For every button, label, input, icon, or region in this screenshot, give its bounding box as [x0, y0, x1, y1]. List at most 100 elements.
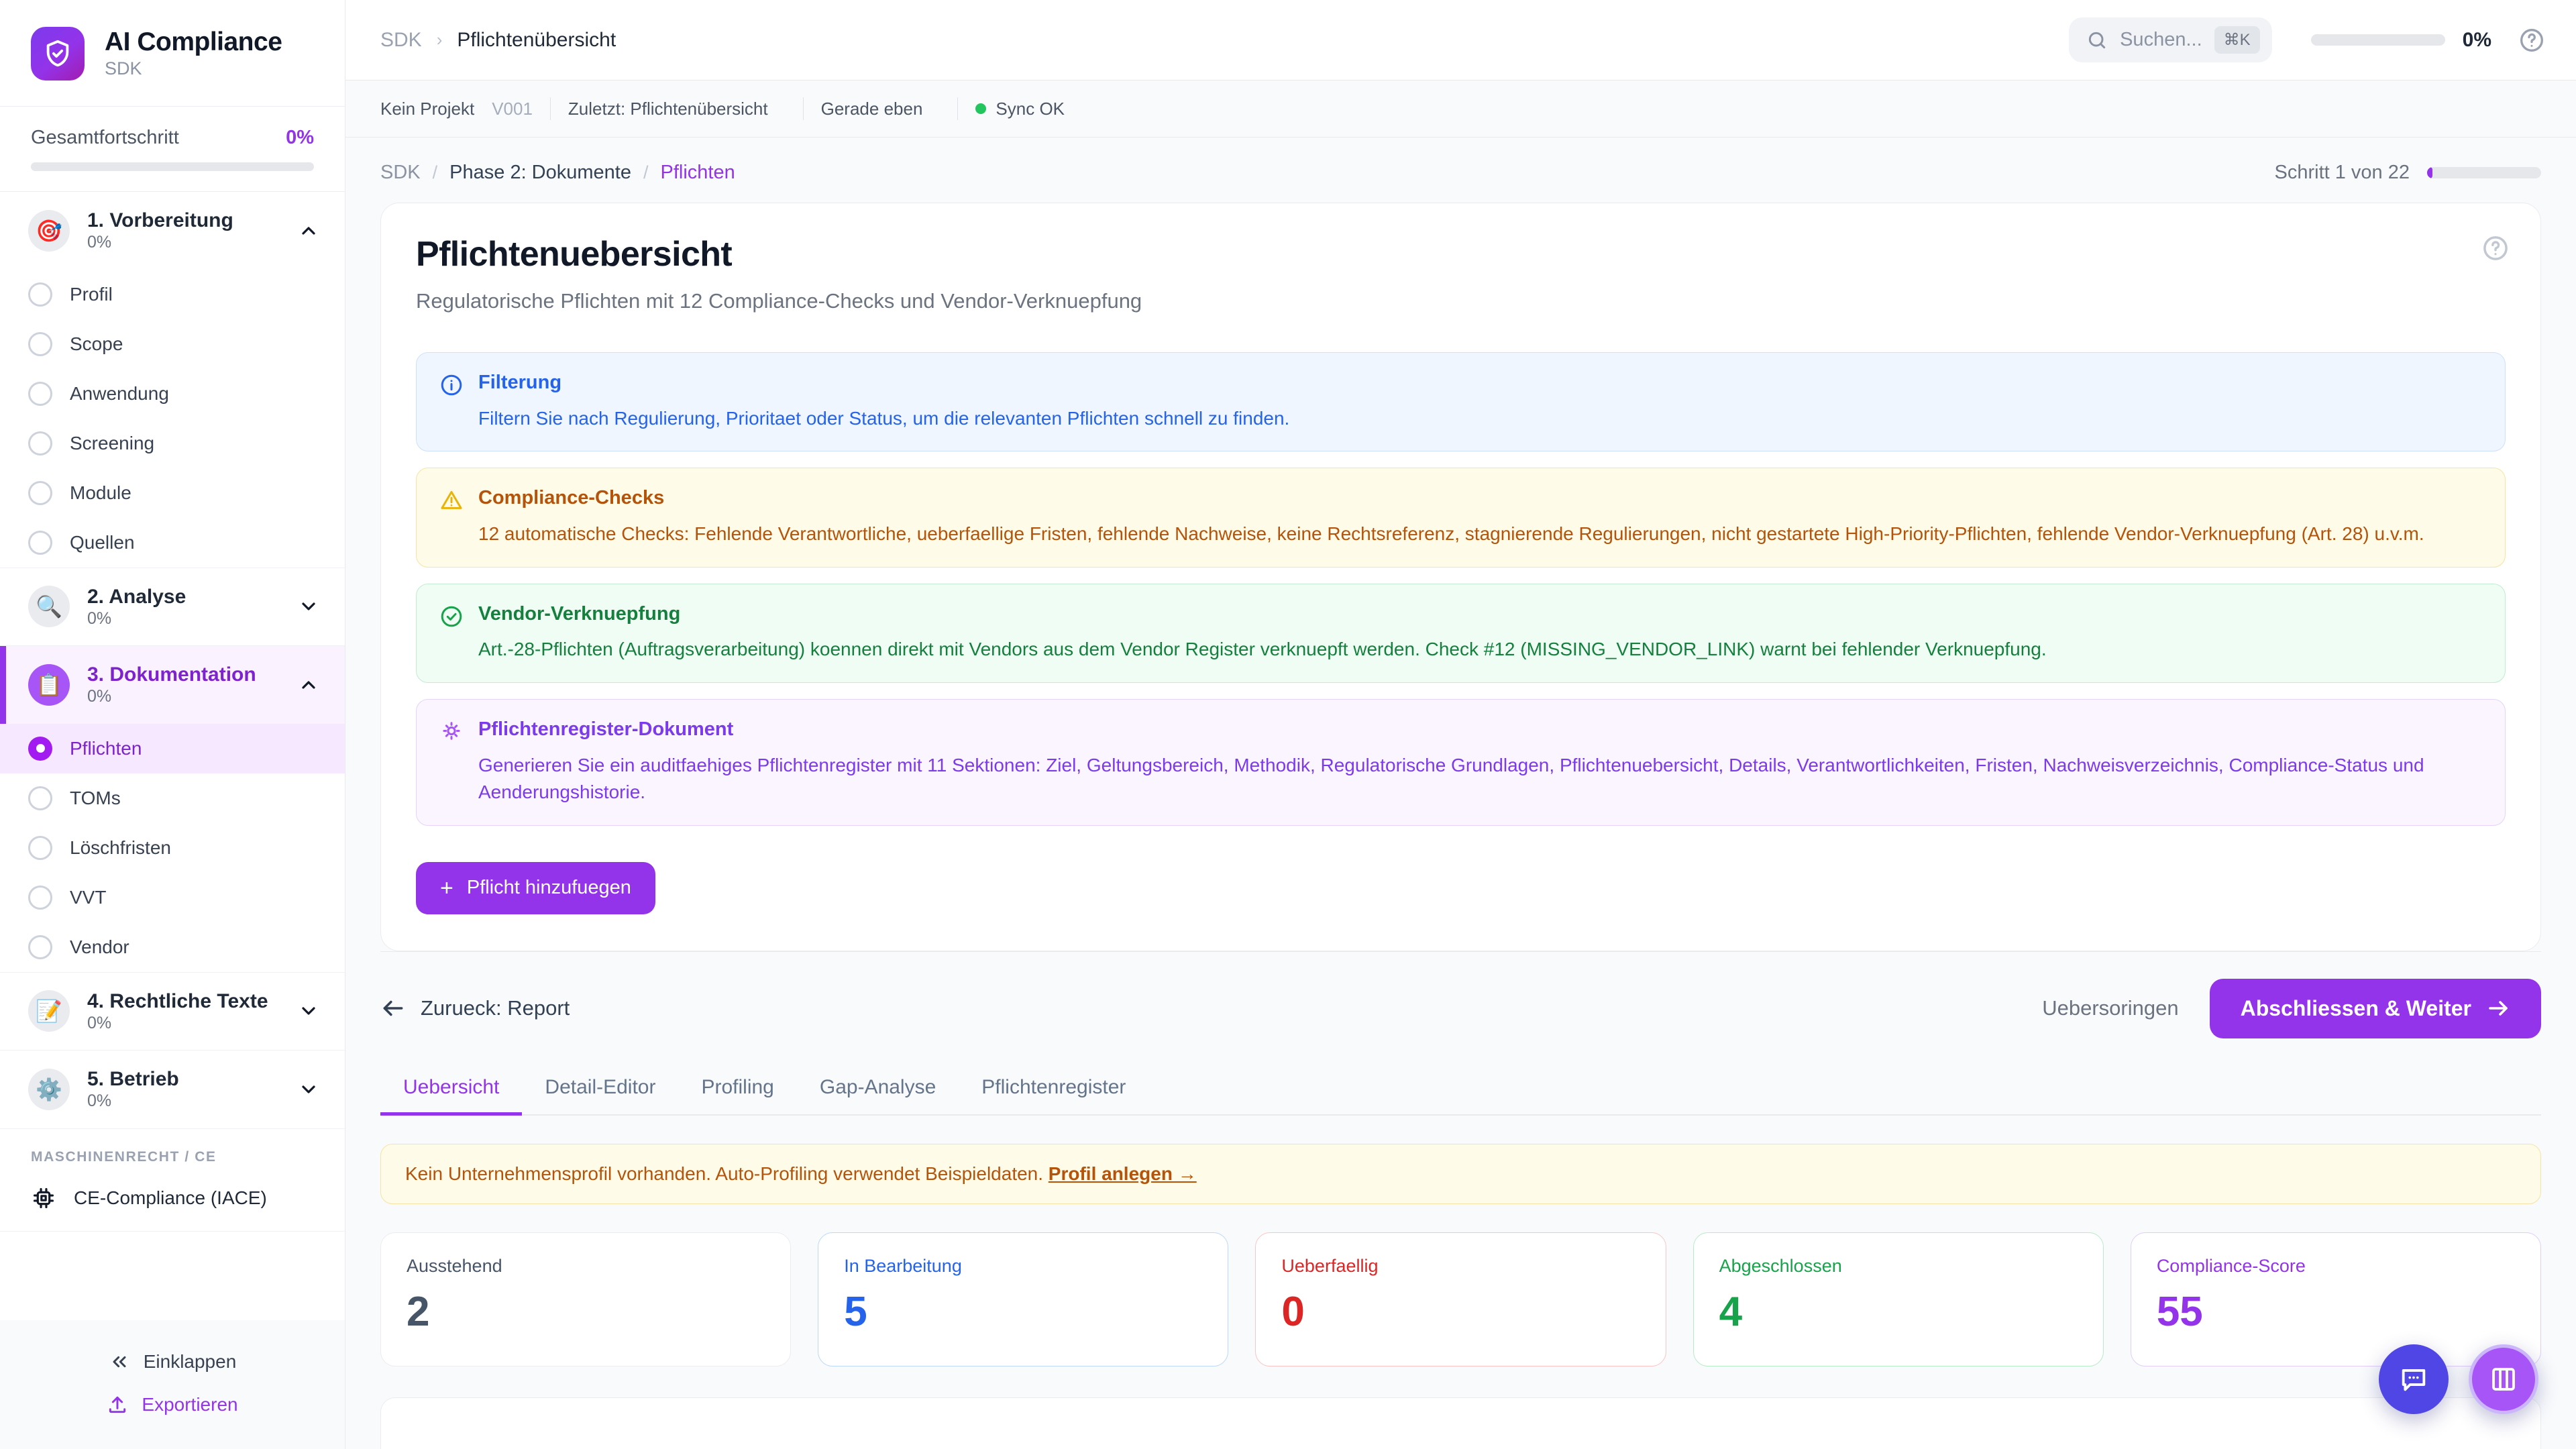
tab-pflichtenregister[interactable]: Pflichtenregister [981, 1075, 1126, 1098]
next-label: Abschliessen & Weiter [2240, 996, 2471, 1020]
chat-fab-button[interactable] [2379, 1344, 2449, 1414]
help-circle-icon[interactable] [2481, 234, 2510, 262]
note-title: Pflichtenregister-Dokument [478, 718, 734, 740]
sidebar-item-scope[interactable]: Scope [0, 319, 345, 369]
substep-label: TOMs [70, 787, 121, 808]
note-pflichtenregister: Pflichtenregister-Dokument Generieren Si… [416, 698, 2506, 826]
sidebar-item-module[interactable]: Module [0, 468, 345, 518]
phase-percent: 0% [87, 1091, 112, 1110]
sync-status: Sync OK [975, 99, 1082, 119]
status-dot [28, 934, 52, 959]
topbar-progress-bar [2310, 34, 2445, 46]
sidebar-footer: Einklappen Exportieren [0, 1320, 345, 1449]
sidebar-item-loeschfristen[interactable]: Löschfristen [0, 823, 345, 873]
sidebar-category-label: MASCHINENRECHT / CE [31, 1148, 217, 1165]
back-label: Zurueck: Report [421, 996, 570, 1020]
note-filterung: Filterung Filtern Sie nach Regulierung, … [416, 352, 2506, 452]
stat-value: 4 [1719, 1288, 1743, 1335]
phase-header-analyse[interactable]: 🔍 2. Analyse 0% [0, 568, 345, 646]
chat-bubble-icon [2402, 1369, 2426, 1391]
breadcrumb-item-phase[interactable]: Phase 2: Dokumente [449, 162, 631, 183]
sidebar-item-screening[interactable]: Screening [0, 419, 345, 468]
check-circle-icon [441, 606, 462, 627]
create-profile-link[interactable]: Profil anlegen → [1048, 1163, 1197, 1184]
sidebar-item-toms[interactable]: TOMs [0, 773, 345, 823]
meta-bar: Kein Projekt V001 Zuletzt: Pflichtenüber… [345, 80, 2576, 138]
plus-icon: + [440, 875, 453, 901]
overview-card: Pflichtenuebersicht Regulatorische Pflic… [380, 203, 2541, 951]
note-title: Compliance-Checks [478, 487, 665, 509]
chip-icon [33, 1187, 54, 1208]
export-button[interactable]: Exportieren [31, 1383, 314, 1426]
substep-label: Profil [70, 283, 113, 305]
next-section-placeholder [380, 1397, 2541, 1449]
back-button[interactable]: Zurueck: Report [380, 996, 570, 1021]
tab-detail-editor[interactable]: Detail-Editor [545, 1075, 656, 1098]
tab-profiling[interactable]: Profiling [701, 1075, 774, 1098]
sidebar-brand[interactable]: AI Compliance SDK [0, 0, 345, 107]
note-description: Filtern Sie nach Regulierung, Prioritaet… [478, 407, 1290, 429]
stat-card-in-bearbeitung[interactable]: In Bearbeitung 5 [818, 1232, 1229, 1366]
sidebar-item-profil[interactable]: Profil [0, 270, 345, 319]
stat-value: 5 [844, 1288, 867, 1335]
sidebar-item-quellen[interactable]: Quellen [0, 518, 345, 568]
phase-header-dokumentation[interactable]: 📋 3. Dokumentation 0% [0, 646, 345, 724]
chevron-up-icon [302, 227, 315, 235]
status-dot [28, 331, 52, 356]
substep-label: Pflichten [70, 737, 142, 759]
substep-label: Screening [70, 432, 155, 453]
lightbulb-icon [443, 722, 460, 740]
step-label: Schritt 1 von 22 [2274, 162, 2410, 183]
status-dot [28, 835, 52, 860]
panel-fab-button[interactable] [2469, 1344, 2538, 1414]
phase-percent: 0% [87, 233, 112, 252]
sidebar-item-vvt[interactable]: VVT [0, 873, 345, 922]
phase-header-vorbereitung[interactable]: 🎯 1. Vorbereitung 0% [0, 192, 345, 270]
arrow-left-icon [383, 1000, 403, 1016]
chevron-up-icon [302, 681, 315, 689]
stat-card-ueberfaellig[interactable]: Ueberfaellig 0 [1255, 1232, 1666, 1366]
tab-gap-analyse[interactable]: Gap-Analyse [819, 1075, 936, 1098]
topbar-progress: 0% [2310, 28, 2491, 52]
phase-header-rechtliche-texte[interactable]: 📝 4. Rechtliche Texte 0% [0, 973, 345, 1051]
tab-uebersicht[interactable]: Uebersicht [380, 1061, 523, 1116]
sidebar-item-ce-compliance[interactable]: CE-Compliance (IACE) [0, 1175, 345, 1232]
breadcrumb-root[interactable]: SDK [380, 28, 422, 51]
collapse-sidebar-button[interactable]: Einklappen [31, 1340, 314, 1383]
note-title: Vendor-Verknuepfung [478, 602, 681, 625]
search-shortcut-badge: ⌘K [2214, 26, 2260, 54]
overall-progress-value: 0% [286, 127, 314, 148]
add-pflicht-button[interactable]: + Pflicht hinzufuegen [416, 861, 655, 914]
divider [549, 97, 551, 120]
substep-label: Module [70, 482, 131, 503]
phase-dokumentation: 📋 3. Dokumentation 0% Pflichten TOMs Lös… [0, 646, 345, 973]
status-dot [28, 282, 52, 307]
sidebar-item-anwendung[interactable]: Anwendung [0, 369, 345, 419]
stat-card-compliance-score[interactable]: Compliance-Score 55 [2130, 1232, 2542, 1366]
breadcrumb-separator: / [643, 162, 649, 182]
stat-card-abgeschlossen[interactable]: Abgeschlossen 4 [1693, 1232, 2104, 1366]
help-circle-icon[interactable] [2518, 27, 2545, 54]
sidebar-item-pflichten[interactable]: Pflichten [0, 723, 345, 773]
complete-next-button[interactable]: Abschliessen & Weiter [2209, 978, 2541, 1038]
topbar-progress-value: 0% [2462, 28, 2491, 51]
skip-button[interactable]: Uebersoringen [2042, 996, 2179, 1020]
breadcrumb-current: Pflichtenübersicht [457, 28, 616, 51]
phase-analyse: 🔍 2. Analyse 0% [0, 568, 345, 646]
stat-card-ausstehend[interactable]: Ausstehend 2 [380, 1232, 792, 1366]
search-input[interactable]: Suchen... ⌘K [2069, 17, 2272, 62]
overall-progress: Gesamtfortschritt 0% [0, 107, 345, 192]
phase-header-betrieb[interactable]: ⚙️ 5. Betrieb 0% [0, 1051, 345, 1128]
phase-betrieb: ⚙️ 5. Betrieb 0% [0, 1051, 345, 1129]
substep-label: Scope [70, 333, 123, 354]
phase-percent: 0% [87, 1013, 112, 1032]
stat-label: Ueberfaellig [1281, 1255, 1379, 1276]
status-dot-icon [975, 103, 987, 114]
magnifier-icon: 🔍 [28, 586, 70, 628]
chevrons-left-icon [113, 1356, 126, 1368]
sidebar-item-vendor[interactable]: Vendor [0, 922, 345, 972]
breadcrumb-item-sdk[interactable]: SDK [380, 162, 421, 183]
page-title: Pflichtenuebersicht [416, 235, 733, 274]
topbar-breadcrumb: SDK › Pflichtenübersicht [380, 29, 2049, 52]
